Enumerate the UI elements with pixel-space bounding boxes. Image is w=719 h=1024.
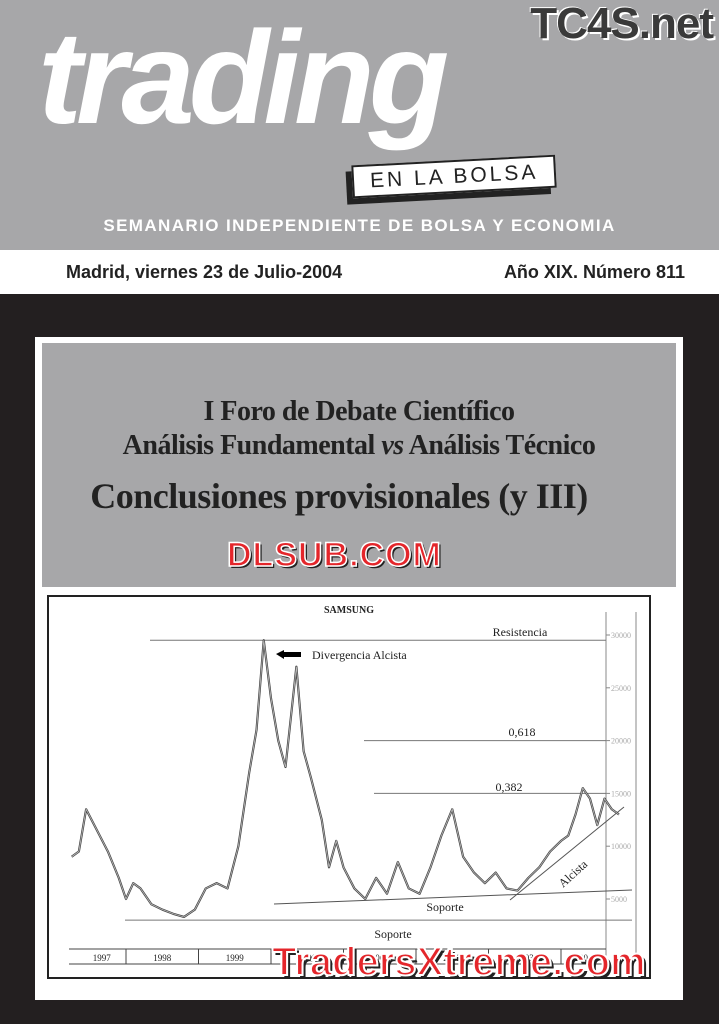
annotation-soporte-trend: Soporte bbox=[426, 900, 463, 914]
headline-fa: Análisis Fundamental bbox=[122, 430, 382, 461]
y-tick-label: 5000 bbox=[611, 895, 627, 904]
chart-svg: SAMSUNG 5000 10000 15000 20000 25000 30000 1997… bbox=[69, 605, 637, 965]
x-tick-label: 2004 bbox=[575, 953, 594, 963]
issue-number: Año XIX. Número 811 bbox=[503, 262, 685, 282]
price-series bbox=[70, 639, 620, 919]
masthead: trading TC4S.net EN LA BOLSA SEMANARIO I… bbox=[0, 0, 719, 250]
trading-logo: trading bbox=[38, 4, 449, 151]
annotation-resistencia: Resistencia bbox=[493, 625, 548, 639]
chart-title: SAMSUNG bbox=[324, 605, 374, 616]
y-tick-label: 10000 bbox=[611, 842, 631, 851]
y-tick-label: 30000 bbox=[611, 631, 631, 640]
annotation-divergencia: Divergencia Alcista bbox=[312, 648, 407, 662]
x-tick-label: 2001 bbox=[371, 953, 389, 963]
x-tick-label: 2000 bbox=[298, 953, 317, 963]
annotation-0618: 0,618 bbox=[509, 725, 536, 739]
tradersxtreme-watermark: TradersXtreme.com bbox=[271, 939, 647, 985]
dlsub-watermark: DLSUB.COM bbox=[226, 535, 442, 574]
samsung-chart: SAMSUNG 5000 10000 15000 20000 25000 30000 1997… bbox=[47, 595, 651, 979]
annotation-0382: 0,382 bbox=[496, 780, 523, 794]
annotation-alcista: Alcista bbox=[556, 857, 591, 891]
headline-vs: vs bbox=[381, 430, 404, 461]
x-tick-label: 1998 bbox=[153, 953, 172, 963]
y-tick-label: 25000 bbox=[611, 684, 631, 693]
en-la-bolsa-label: EN LA BOLSA bbox=[351, 154, 558, 199]
headline-box: I Foro de Debate Científico Análisis Fun… bbox=[42, 343, 676, 587]
x-tick-label: 2002 bbox=[443, 953, 461, 963]
issue-date: Madrid, viernes 23 de Julio-2004 bbox=[66, 262, 343, 282]
arrow-left-icon bbox=[276, 650, 301, 659]
x-tick-label: 1997 bbox=[93, 953, 112, 963]
date-strip: Madrid, viernes 23 de Julio-2004 Año XIX… bbox=[0, 250, 719, 294]
headline-line1: I Foro de Debate Científico bbox=[203, 396, 515, 427]
headline-line2: Análisis Fundamental vs Análisis Técnico bbox=[42, 430, 676, 462]
x-tick-label: 1999 bbox=[226, 953, 245, 963]
tc4s-watermark: TC4S.net bbox=[530, 0, 714, 48]
price-series-highlight bbox=[71, 640, 620, 918]
support-line-trend bbox=[273, 889, 633, 905]
y-tick-label: 20000 bbox=[611, 737, 631, 746]
annotation-soporte-low: Soporte bbox=[374, 927, 411, 941]
x-tick-label: 2003 bbox=[516, 953, 535, 963]
cover-frame: I Foro de Debate Científico Análisis Fun… bbox=[35, 337, 683, 1000]
headline-at: Análisis Técnico bbox=[403, 430, 596, 461]
uptrend-line bbox=[509, 806, 625, 901]
headline-line3: Conclusiones provisionales (y III) bbox=[90, 476, 588, 516]
masthead-subtitle: SEMANARIO INDEPENDIENTE DE BOLSA Y ECONO… bbox=[103, 216, 616, 235]
y-tick-label: 15000 bbox=[611, 789, 631, 798]
